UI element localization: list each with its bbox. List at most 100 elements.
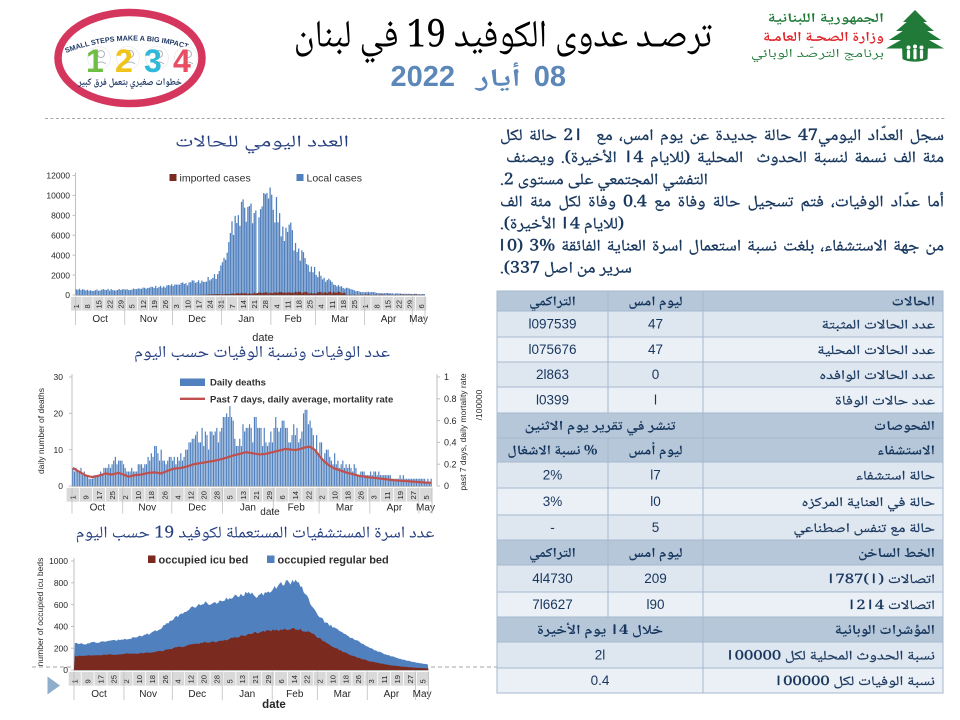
svg-text:08: 08 [534, 61, 566, 93]
svg-text:May: May [416, 503, 435, 514]
svg-text:Apr: Apr [387, 503, 403, 514]
svg-text:12000: 12000 [46, 171, 70, 181]
svg-text:17: 17 [96, 675, 105, 683]
svg-text:800: 800 [54, 578, 68, 588]
svg-text:occupied icu bed: occupied icu bed [159, 555, 249, 567]
svg-text:Mar: Mar [334, 689, 352, 700]
svg-text:Jan: Jan [239, 689, 255, 700]
svg-text:8: 8 [83, 304, 92, 308]
svg-text:11: 11 [380, 676, 389, 684]
svg-text:0: 0 [58, 481, 63, 491]
svg-text:0.8: 0.8 [444, 394, 457, 404]
svg-text:17: 17 [95, 491, 104, 499]
svg-text:26: 26 [161, 300, 170, 308]
svg-text:18: 18 [344, 491, 353, 499]
svg-text:5: 5 [652, 520, 660, 535]
svg-text:25: 25 [350, 300, 359, 308]
svg-text:0: 0 [65, 290, 70, 300]
svg-text:3: 3 [370, 495, 379, 499]
svg-text:Local cases: Local cases [307, 173, 362, 185]
svg-text:1: 1 [444, 372, 449, 382]
svg-text:1: 1 [69, 495, 78, 499]
svg-text:6: 6 [277, 679, 286, 683]
svg-text:15: 15 [94, 300, 103, 308]
svg-text:Apr: Apr [384, 689, 400, 700]
svg-text:number of occupied icu beds: number of occupied icu beds [35, 558, 45, 667]
svg-text:19: 19 [393, 675, 402, 683]
svg-text:2: 2 [316, 679, 325, 683]
svg-text:l: l [654, 393, 657, 408]
svg-text:2022: 2022 [390, 61, 455, 93]
svg-text:0.4: 0.4 [591, 673, 610, 688]
svg-text:3: 3 [172, 304, 181, 308]
svg-text:11: 11 [383, 492, 392, 500]
svg-text:May: May [413, 689, 432, 700]
svg-text:21: 21 [250, 300, 259, 308]
svg-text:18: 18 [148, 675, 157, 683]
svg-text:14: 14 [239, 300, 248, 308]
svg-text:2: 2 [121, 495, 130, 499]
svg-text:4000: 4000 [51, 250, 70, 260]
svg-text:14: 14 [291, 491, 300, 499]
svg-text:26: 26 [160, 491, 169, 499]
svg-text:Nov: Nov [140, 314, 158, 325]
svg-text:4: 4 [317, 304, 326, 308]
svg-text:400: 400 [54, 622, 68, 632]
svg-text:47: 47 [648, 342, 663, 357]
svg-text:3: 3 [367, 679, 376, 683]
svg-text:Jan: Jan [240, 503, 256, 514]
svg-text:Past 7 days, daily average, mo: Past 7 days, daily average, mortality ra… [210, 394, 393, 405]
svg-text:Feb: Feb [284, 314, 302, 325]
svg-text:7: 7 [228, 304, 237, 308]
svg-text:20: 20 [200, 491, 209, 499]
svg-text:22: 22 [303, 675, 312, 683]
svg-text:5: 5 [419, 679, 428, 683]
svg-text:24: 24 [206, 300, 215, 308]
svg-text:10: 10 [135, 675, 144, 683]
svg-text:15: 15 [383, 300, 392, 308]
svg-text:4l4730: 4l4730 [532, 571, 573, 586]
svg-text:200: 200 [54, 643, 68, 653]
svg-text:29: 29 [406, 300, 415, 308]
svg-text:25: 25 [108, 491, 117, 499]
svg-text:0.2: 0.2 [444, 459, 457, 469]
svg-text:26: 26 [357, 491, 366, 499]
svg-text:4: 4 [173, 495, 182, 499]
svg-text:l0: l0 [650, 494, 661, 509]
svg-text:Nov: Nov [138, 503, 156, 514]
svg-text:4: 4 [173, 43, 191, 79]
svg-text:10000: 10000 [46, 191, 70, 201]
svg-text:209: 209 [644, 571, 667, 586]
svg-text:l0399: l0399 [536, 393, 569, 408]
svg-text:imported cases: imported cases [180, 173, 251, 185]
svg-text:2: 2 [115, 43, 133, 79]
svg-text:13: 13 [238, 675, 247, 683]
svg-text:28: 28 [212, 675, 221, 683]
svg-text:Daily deaths: Daily deaths [210, 378, 266, 389]
svg-text:2l: 2l [595, 648, 606, 663]
svg-text:10: 10 [54, 445, 64, 455]
svg-text:5: 5 [128, 304, 137, 308]
svg-text:2%: 2% [543, 468, 563, 483]
svg-text:10: 10 [330, 491, 339, 499]
svg-text:Dec: Dec [188, 689, 206, 700]
svg-text:1: 1 [86, 43, 104, 79]
svg-text:Oct: Oct [92, 314, 108, 325]
svg-text:-: - [550, 520, 555, 535]
svg-text:11: 11 [283, 301, 292, 309]
svg-text:Apr: Apr [381, 314, 397, 325]
svg-text:0: 0 [444, 481, 449, 491]
svg-text:1: 1 [72, 304, 81, 308]
svg-text:19: 19 [150, 300, 159, 308]
svg-text:29: 29 [265, 491, 274, 499]
svg-text:date: date [260, 507, 280, 518]
svg-text:9: 9 [83, 679, 92, 683]
svg-text:13: 13 [239, 491, 248, 499]
svg-text:Dec: Dec [188, 503, 206, 514]
svg-text:8: 8 [372, 304, 381, 308]
svg-text:6: 6 [278, 495, 287, 499]
svg-text:27: 27 [409, 491, 418, 499]
svg-text:5: 5 [226, 495, 235, 499]
svg-text:29: 29 [264, 675, 273, 683]
svg-text:4: 4 [174, 679, 183, 683]
